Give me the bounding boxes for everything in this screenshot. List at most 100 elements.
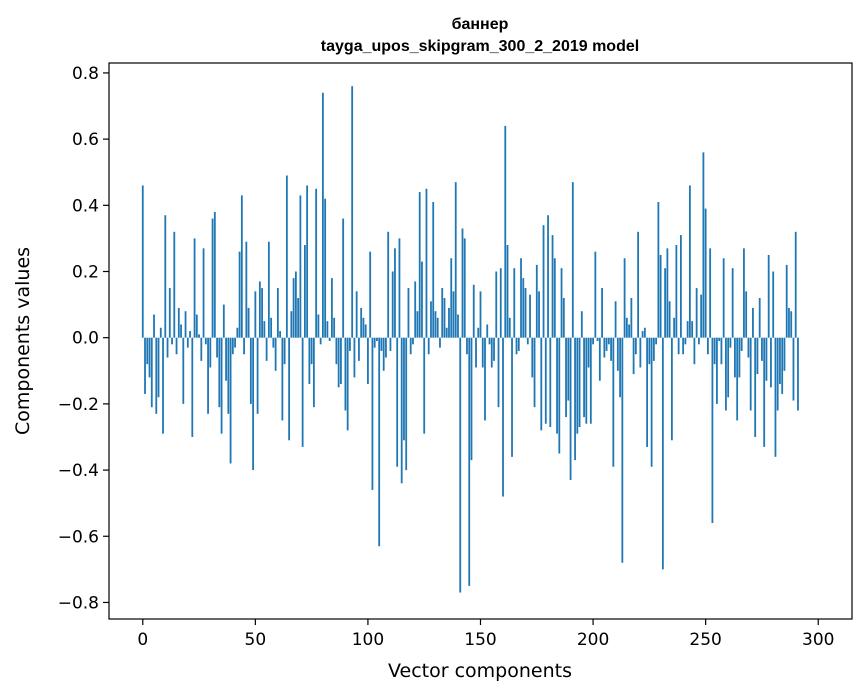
bar: [592, 337, 594, 345]
bar: [634, 337, 637, 355]
bar: [659, 254, 662, 338]
bar: [716, 337, 718, 404]
bar: [243, 337, 245, 355]
bar: [657, 202, 660, 338]
bar: [497, 337, 500, 408]
bar: [781, 337, 784, 394]
y-tick-label: 0.6: [72, 130, 99, 150]
bar: [720, 337, 723, 365]
y-tick-label: 0.2: [72, 263, 99, 283]
bar: [574, 337, 576, 461]
bar: [283, 337, 286, 365]
bar: [445, 327, 448, 338]
bar: [702, 152, 705, 338]
bar: [734, 337, 736, 378]
bar: [792, 337, 795, 401]
bar: [308, 337, 311, 385]
bar: [772, 271, 775, 338]
y-tick-label: 0.0: [72, 329, 99, 349]
bar: [297, 297, 300, 338]
bar: [513, 268, 516, 338]
bar: [175, 337, 178, 355]
bar: [596, 337, 599, 341]
bar: [234, 337, 236, 348]
bar: [249, 337, 252, 404]
bar: [353, 337, 356, 378]
bar: [148, 337, 151, 378]
bar: [276, 288, 279, 338]
bar: [610, 337, 612, 361]
bar: [693, 337, 696, 365]
bar: [186, 337, 189, 348]
bar: [463, 238, 466, 338]
bar: [155, 337, 158, 414]
bar: [725, 337, 727, 411]
bar: [511, 337, 513, 457]
bar: [195, 314, 198, 338]
bar: [303, 245, 306, 338]
bar: [285, 175, 288, 338]
bar: [439, 337, 441, 348]
bar: [373, 337, 376, 348]
bar: [443, 297, 446, 338]
bar: [398, 238, 401, 338]
bar: [583, 337, 585, 418]
bar: [236, 327, 239, 338]
bar: [159, 327, 162, 338]
bar: [310, 337, 313, 365]
bar: [571, 182, 574, 338]
bar: [391, 271, 394, 338]
bar: [141, 185, 144, 338]
bar: [533, 337, 536, 408]
bar: [344, 337, 347, 411]
y-tick-label: −0.2: [58, 395, 99, 415]
bar: [767, 254, 770, 338]
bar: [713, 337, 716, 365]
x-tick-label: 300: [802, 630, 834, 650]
bar: [718, 337, 721, 341]
bar: [265, 337, 268, 361]
y-tick-label: −0.8: [58, 593, 99, 613]
bar: [743, 248, 745, 338]
bar: [711, 337, 714, 524]
bar: [337, 337, 340, 388]
bar: [752, 307, 754, 338]
bar: [562, 297, 565, 338]
chart-title-line1: баннер: [452, 16, 509, 33]
bar: [779, 337, 781, 385]
bar: [193, 238, 196, 338]
x-axis: 0 50 100 150 200 250 300: [137, 619, 834, 650]
bar: [580, 311, 583, 338]
bar: [405, 337, 408, 471]
bar: [675, 245, 678, 338]
bar: [225, 337, 227, 381]
bar: [389, 337, 392, 351]
bar: [430, 301, 432, 338]
bar: [182, 337, 185, 404]
y-tick-label: −0.6: [58, 527, 99, 547]
bar: [177, 307, 180, 338]
bar: [632, 337, 635, 375]
bar: [601, 288, 603, 338]
bar: [209, 337, 212, 368]
bar: [535, 264, 538, 338]
bar: [520, 258, 522, 338]
bar: [400, 337, 403, 484]
bar: [468, 337, 471, 586]
bar: [396, 337, 399, 467]
bar: [378, 337, 381, 547]
bar: [785, 264, 788, 338]
bar: [150, 337, 153, 408]
bar: [670, 337, 673, 441]
bar: [585, 337, 588, 424]
bar: [558, 337, 561, 454]
bar: [490, 337, 493, 368]
bar: [648, 337, 651, 365]
bar: [740, 337, 743, 351]
bar: [387, 231, 390, 338]
x-axis-label: Vector components: [388, 660, 572, 682]
bar: [688, 185, 691, 338]
bar: [349, 337, 351, 351]
bar: [472, 284, 475, 338]
bar: [403, 337, 405, 441]
